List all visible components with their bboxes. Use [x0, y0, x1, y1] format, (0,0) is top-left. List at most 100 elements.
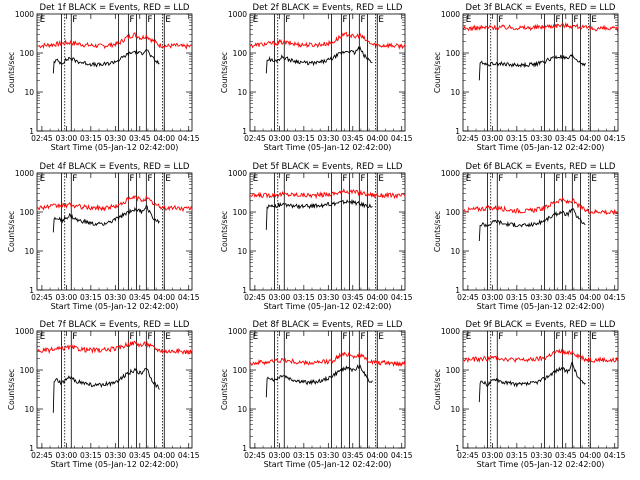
x-tick-label: 04:00 — [366, 134, 388, 143]
y-tick-label: 1000 — [15, 169, 34, 178]
y-axis-label: Counts/sec — [433, 369, 442, 410]
x-tick-label: 04:15 — [604, 451, 626, 460]
x-tick-label: 03:00 — [269, 451, 291, 460]
x-tick-label: 03:00 — [482, 293, 504, 302]
lld-series-line — [463, 348, 619, 364]
events-series-line — [478, 52, 586, 81]
flag-e: E — [165, 332, 171, 342]
events-series-line — [265, 45, 373, 74]
flag-f: F — [573, 174, 578, 184]
flag-f: F — [360, 174, 365, 184]
x-axis-label: Start Time (05-Jan-12 02:42:00) — [477, 460, 605, 469]
panel-det-5: Det 5f BLACK = Events, RED = LLD 1 10 100 10… — [220, 162, 413, 311]
x-tick-label: 03:30 — [105, 293, 127, 302]
y-tick-label: 10 — [237, 88, 247, 97]
flag-f: F — [285, 15, 290, 25]
y-tick-label: 10 — [24, 247, 34, 256]
panel-det-7: Det 7f BLACK = Events, RED = LLD 1 10 100 10… — [7, 320, 200, 469]
events-series-line — [478, 208, 586, 242]
x-tick-label: 03:00 — [56, 293, 78, 302]
x-tick-label: 03:00 — [482, 134, 504, 143]
y-tick-label: 100 — [233, 49, 248, 58]
plot-frame — [249, 172, 406, 291]
y-tick-label: 1 — [242, 286, 247, 295]
panel-det-2: Det 2f BLACK = Events, RED = LLD 1 10 100 10… — [220, 3, 413, 152]
x-axis-label: Start Time (05-Jan-12 02:42:00) — [51, 460, 179, 469]
y-tick-label: 10 — [450, 88, 460, 97]
y-tick-label: 1 — [29, 127, 34, 136]
x-tick-label: 04:00 — [153, 293, 175, 302]
flag-f: F — [498, 332, 503, 342]
x-tick-label: 03:15 — [80, 451, 102, 460]
lld-series-line — [249, 31, 406, 50]
x-tick-label: 03:15 — [506, 451, 528, 460]
x-tick-label: 02:45 — [244, 451, 266, 460]
flag-e: E — [466, 174, 472, 184]
panel-det-3: Det 3f BLACK = Events, RED = LLD 1 10 100 10… — [433, 3, 626, 152]
x-tick-label: 03:30 — [105, 451, 127, 460]
x-tick-label: 04:15 — [391, 134, 413, 143]
y-tick-label: 100 — [20, 208, 35, 217]
flag-e: E — [378, 332, 384, 342]
x-tick-label: 03:15 — [293, 451, 315, 460]
panel-title: Det 7f BLACK = Events, RED = LLD — [40, 320, 190, 330]
flag-e: E — [466, 15, 472, 25]
plot-frame — [462, 172, 619, 291]
y-tick-label: 1000 — [228, 169, 247, 178]
flag-e: E — [40, 332, 46, 342]
flag-f: F — [147, 174, 152, 184]
flag-f: F — [129, 15, 134, 25]
y-tick-label: 10 — [237, 405, 247, 414]
x-tick-label: 04:15 — [604, 134, 626, 143]
flag-e: E — [466, 332, 472, 342]
y-tick-label: 1 — [29, 444, 34, 453]
y-axis-label: Counts/sec — [7, 369, 16, 410]
x-axis-label: Start Time (05-Jan-12 02:42:00) — [264, 143, 392, 152]
y-tick-label: 1000 — [441, 327, 460, 336]
lld-series-line — [250, 350, 406, 368]
flag-f: F — [129, 174, 134, 184]
y-tick-label: 10 — [237, 247, 247, 256]
panel-title: Det 2f BLACK = Events, RED = LLD — [253, 3, 403, 13]
flag-f: F — [555, 332, 560, 342]
events-series-line — [478, 360, 586, 403]
x-tick-label: 02:45 — [31, 451, 53, 460]
x-tick-label: 04:15 — [178, 134, 200, 143]
x-axis-label: Start Time (05-Jan-12 02:42:00) — [477, 143, 605, 152]
x-tick-label: 02:45 — [244, 134, 266, 143]
flag-e: E — [165, 174, 171, 184]
x-axis-label: Start Time (05-Jan-12 02:42:00) — [51, 143, 179, 152]
flag-f: F — [147, 332, 152, 342]
x-axis-label: Start Time (05-Jan-12 02:42:00) — [264, 302, 392, 311]
x-tick-label: 03:15 — [293, 293, 315, 302]
x-tick-label: 03:30 — [105, 134, 127, 143]
x-tick-label: 04:15 — [178, 451, 200, 460]
x-tick-label: 04:00 — [153, 451, 175, 460]
x-tick-label: 04:00 — [366, 293, 388, 302]
plot-frame — [249, 13, 406, 132]
y-tick-label: 100 — [233, 366, 248, 375]
y-tick-label: 1 — [455, 444, 460, 453]
flag-f: F — [72, 174, 77, 184]
x-tick-label: 04:00 — [579, 134, 601, 143]
x-tick-label: 03:45 — [129, 134, 151, 143]
flag-e: E — [591, 15, 597, 25]
plot-frame — [36, 172, 193, 291]
plot-frame — [36, 13, 193, 132]
x-tick-label: 04:00 — [579, 451, 601, 460]
panel-det-6: Det 6f BLACK = Events, RED = LLD 1 10 100 10… — [433, 162, 626, 311]
panel-det-9: Det 9f BLACK = Events, RED = LLD 1 10 100 10… — [433, 320, 626, 469]
y-tick-label: 100 — [446, 366, 461, 375]
flag-f: F — [342, 15, 347, 25]
x-tick-label: 02:45 — [31, 293, 53, 302]
flag-f: F — [573, 332, 578, 342]
x-tick-label: 03:15 — [506, 134, 528, 143]
panel-det-1: Det 1f BLACK = Events, RED = LLD 1 10 100 10… — [7, 3, 200, 152]
flag-e: E — [165, 15, 171, 25]
lld-series-line — [37, 32, 193, 50]
flag-e: E — [591, 174, 597, 184]
events-series-line — [265, 364, 373, 398]
x-tick-label: 03:30 — [318, 293, 340, 302]
flag-e: E — [40, 15, 46, 25]
panel-det-4: Det 4f BLACK = Events, RED = LLD 1 10 100 10… — [7, 162, 200, 311]
